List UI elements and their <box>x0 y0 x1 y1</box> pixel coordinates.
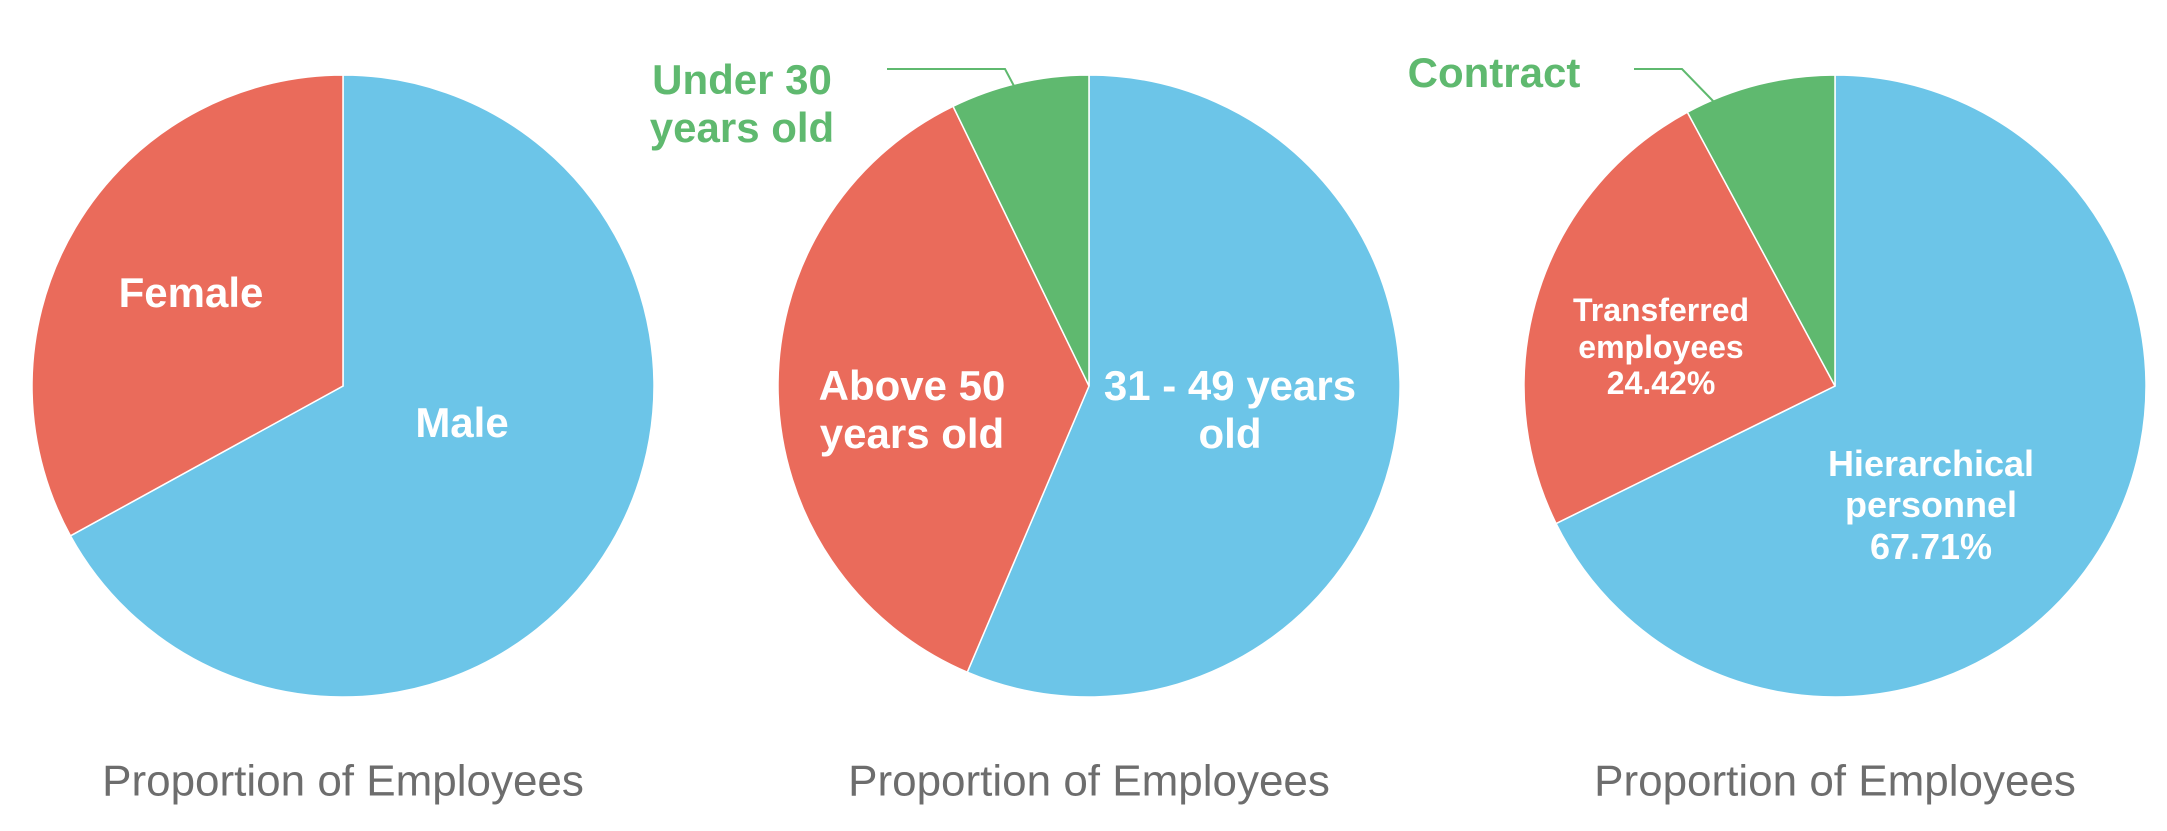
category-label: Transferred employees <box>1572 291 1750 365</box>
pie-slice <box>1555 74 2147 698</box>
chart-title: Proportion of Employees <box>102 757 584 806</box>
slice-label: 31 - 49 years old <box>1100 330 1360 490</box>
pie-slice <box>1686 74 1836 387</box>
pie-slice <box>777 105 1090 674</box>
slice-label-box: Male <box>352 343 572 503</box>
slice-label: Above 50 years old <box>782 330 1042 490</box>
slice-label-box: Female <box>81 213 301 373</box>
category-label: Under 30 years old <box>649 55 835 151</box>
category-label: Hierarchical personnel <box>1827 442 2035 526</box>
category-label: Male <box>415 398 509 446</box>
category-label: 31 - 49 years old <box>1103 361 1357 457</box>
value-label: 24.42% <box>1606 365 1716 402</box>
slice-label: Contract <box>1374 0 1614 153</box>
slice-label-box: Under 30 years old <box>622 24 862 184</box>
slice-label: Transferred employees 24.42% <box>1541 267 1781 427</box>
leader-line <box>1634 68 1715 103</box>
slice-label-box: Contract <box>1374 0 1614 153</box>
slice-label-box: 31 - 49 years old <box>1100 330 1360 490</box>
category-label: Contract <box>1407 48 1581 96</box>
pie-slice <box>966 74 1401 698</box>
chart-title: Proportion of Employees <box>848 757 1330 806</box>
pie-slice <box>1523 111 1837 525</box>
slice-label: Hierarchical personnel 67.71% <box>1801 425 2061 585</box>
category-label: Above 50 years old <box>818 361 1006 457</box>
slice-label-box: Above 50 years old <box>782 330 1042 490</box>
slice-label: Under 30 years old <box>622 24 862 184</box>
value-label: 67.71% <box>1869 525 1993 567</box>
leader-line <box>887 68 1015 87</box>
pie-slice <box>952 74 1090 387</box>
chart-title: Proportion of Employees <box>1594 757 2076 806</box>
slice-label: Male <box>352 343 572 503</box>
pie-slice <box>31 74 344 537</box>
category-label: Female <box>118 268 264 316</box>
pie-slice <box>69 74 655 698</box>
slice-label: Female <box>81 213 301 373</box>
